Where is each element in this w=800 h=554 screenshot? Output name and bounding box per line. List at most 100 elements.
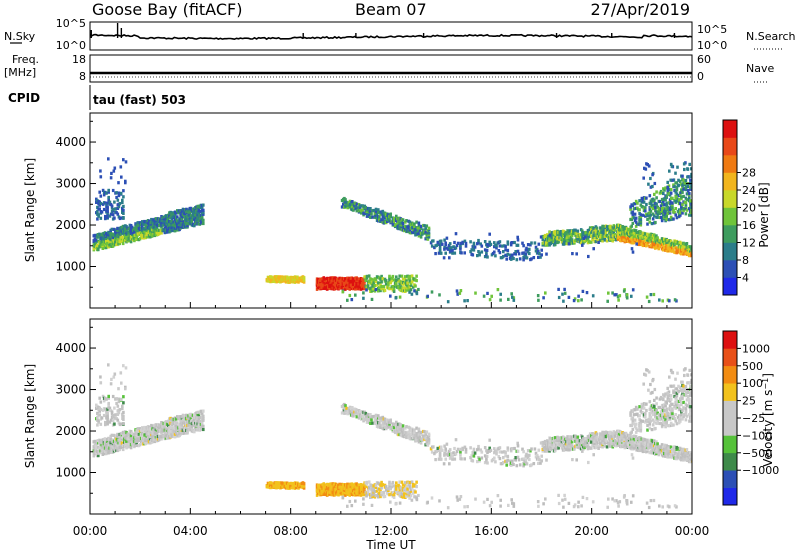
power-echo-cell [130, 225, 134, 229]
velocity-echo-cell [455, 495, 459, 499]
power-echo-cell [677, 243, 681, 247]
power-echo-cell [493, 241, 496, 245]
velocity-echo-cell [411, 491, 415, 495]
velocity-echo-cell [367, 480, 371, 484]
velocity-echo-cell [613, 499, 616, 503]
power-echo-cell [686, 188, 690, 193]
power-echo-cell [644, 209, 647, 213]
power-echo-cell [122, 195, 125, 199]
velocity-echo-cell [397, 483, 400, 487]
power-echo-cell [665, 194, 668, 198]
power-echo-cell [681, 190, 684, 194]
power-echo-cell [345, 200, 348, 204]
power-echo-cell [642, 176, 645, 180]
power-echo-cell [418, 228, 422, 233]
velocity-echo-cell [346, 482, 349, 486]
power-echo-cell [612, 237, 616, 241]
power-echo-cell [374, 288, 378, 292]
power-echo-cell [119, 165, 123, 169]
power-echo-cell [536, 294, 540, 298]
velocity-echo-cell [124, 387, 127, 391]
power-echo-cell [176, 215, 179, 219]
power-echo-cell [341, 290, 345, 294]
power-echo-cell [504, 244, 507, 249]
velocity-echo-cell [363, 493, 366, 497]
colorbar-segment [723, 225, 737, 243]
velocity-echo-cell [106, 411, 109, 415]
power-echo-cell [143, 222, 146, 226]
power-echo-cell [679, 179, 682, 183]
velocity-echo-cell [464, 450, 468, 454]
power-echo-cell [455, 289, 459, 293]
power-echo-cell [511, 253, 514, 257]
power-echo-cell [537, 242, 541, 246]
power-echo-cell [163, 226, 167, 230]
power-echo-cell [510, 292, 513, 296]
power-echo-cell [106, 205, 109, 209]
velocity-echo-cell [391, 480, 395, 485]
power-echo-cell [466, 299, 469, 303]
velocity-echo-cell [116, 432, 119, 436]
velocity-echo-cell [160, 431, 163, 435]
power-echo-cell [147, 219, 151, 223]
power-echo-cell [665, 203, 668, 207]
power-echo-cell [651, 217, 655, 221]
station-title: Goose Bay (fitACF) [92, 0, 242, 19]
power-echo-cell [676, 210, 680, 214]
power-echo-cell [104, 214, 107, 219]
velocity-echo-cell [99, 400, 103, 404]
power-echo-cell [351, 205, 354, 209]
velocity-echo-cell [380, 486, 383, 490]
velocity-echo-cell [576, 435, 580, 439]
power-echo-cell [158, 232, 161, 236]
power-echo-cell [641, 243, 645, 248]
velocity-echo-cell [649, 499, 653, 503]
velocity-echo-cell [596, 445, 600, 449]
velocity-echo-cell [499, 504, 502, 508]
velocity-echo-cell [185, 413, 188, 417]
power-echo-cell [690, 210, 692, 214]
power-echo-cell [147, 223, 151, 227]
velocity-echo-cell [512, 502, 516, 506]
power-echo-cell [374, 207, 378, 211]
velocity-echo-cell [495, 452, 498, 456]
velocity-echo-cell [374, 483, 378, 487]
power-echo-cell [660, 209, 664, 213]
velocity-echo-cell [112, 375, 116, 379]
power-echo-cell [601, 239, 604, 243]
power-echo-cell [302, 280, 306, 284]
velocity-echo-cell [517, 458, 521, 462]
power-echo-cell [666, 185, 669, 190]
power-echo-cell [415, 290, 418, 294]
power-echo-cell [548, 233, 552, 237]
power-echo-cell [350, 298, 354, 302]
power-echo-cell [649, 201, 653, 205]
power-echo-cell [630, 294, 633, 298]
power-echo-cell [483, 248, 487, 252]
power-echo-cell [351, 202, 354, 206]
power-echo-cell [522, 251, 525, 255]
power-echo-cell [592, 247, 595, 251]
power-echo-cell [680, 207, 683, 211]
velocity-echo-cell [424, 436, 427, 440]
velocity-echo-cell [102, 399, 106, 403]
power-echo-cell [443, 238, 446, 242]
power-echo-cell [485, 253, 488, 257]
power-echo-cell [459, 289, 463, 293]
power-echo-cell [669, 239, 673, 243]
power-echo-cell [618, 294, 622, 298]
power-echo-cell [98, 203, 101, 207]
power-echo-cell [634, 224, 638, 228]
power-echo-cell [401, 218, 405, 222]
velocity-echo-cell [561, 439, 565, 443]
velocity-echo-cell [507, 503, 510, 507]
velocity-echo-cell [574, 434, 577, 438]
velocity-echo-cell [668, 505, 671, 509]
power-echo-cell [498, 240, 502, 244]
power-echo-cell [657, 209, 661, 213]
velocity-echo-cell [425, 430, 429, 434]
power-echo-cell [648, 194, 652, 198]
velocity-echo-cell [436, 446, 440, 450]
velocity-echo-cell [625, 502, 629, 506]
velocity-echo-cell [581, 435, 584, 439]
